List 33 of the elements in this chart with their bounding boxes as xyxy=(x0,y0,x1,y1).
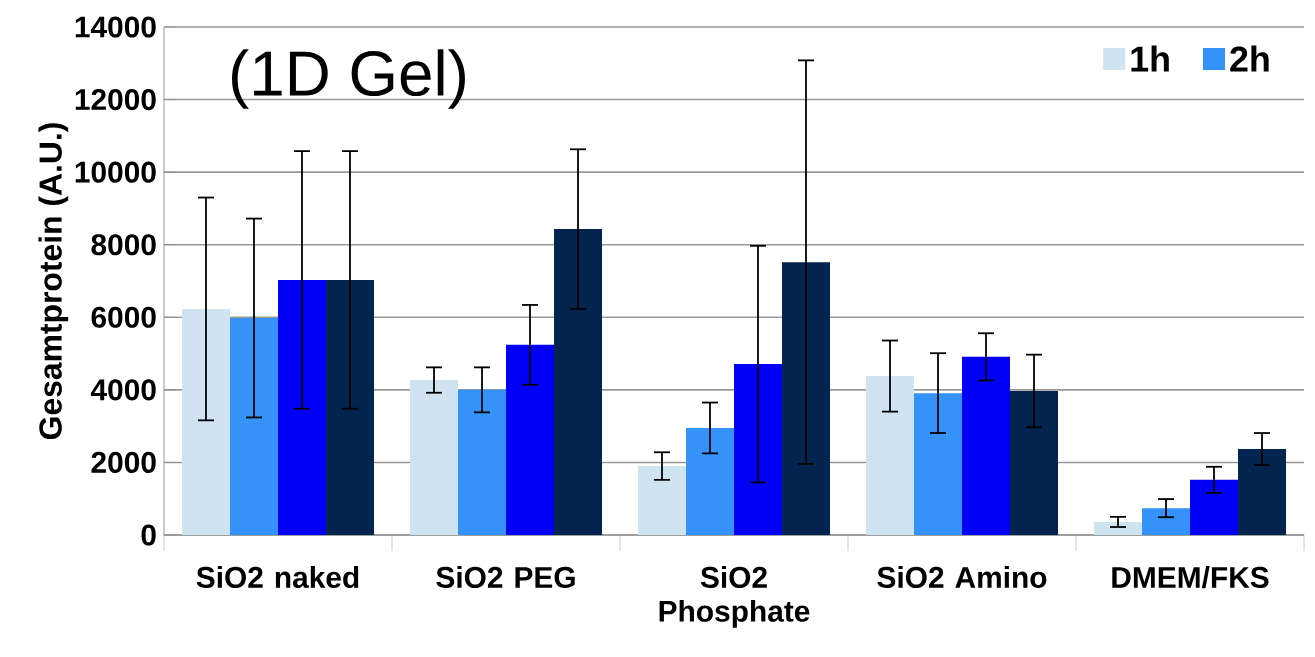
y-tick-label: 4000 xyxy=(90,379,156,401)
x-tick-label: SiO2 PEG xyxy=(436,566,575,588)
bar xyxy=(182,308,230,535)
bar xyxy=(1238,449,1287,535)
bar xyxy=(1190,479,1239,535)
x-tick-label: SiO2 Amino xyxy=(877,566,1047,588)
bar xyxy=(962,356,1011,535)
bar xyxy=(1142,508,1191,535)
bar xyxy=(230,318,278,535)
bar xyxy=(410,380,459,535)
bar xyxy=(866,376,915,535)
bar xyxy=(638,466,687,535)
y-tick-label: 10000 xyxy=(75,161,156,183)
bar xyxy=(554,229,603,535)
legend-label: 1h xyxy=(1131,45,1169,72)
bar xyxy=(686,427,735,535)
x-tick-label: SiO2 naked xyxy=(196,566,359,588)
y-tick-label: 8000 xyxy=(91,234,156,256)
y-tick-label: 2000 xyxy=(91,451,156,473)
bar xyxy=(1094,521,1143,535)
bar xyxy=(914,393,963,535)
bar xyxy=(1010,390,1059,535)
y-tick-label: 0 xyxy=(141,524,156,546)
legend-label: 2h xyxy=(1230,45,1269,72)
bar xyxy=(458,389,507,535)
annotation: (1D Gel) xyxy=(232,49,465,109)
y-axis-title: Gesamtprotein (A.U.) xyxy=(38,123,69,440)
y-tick-label: 12000 xyxy=(75,88,156,111)
y-tick-label: 14000 xyxy=(75,16,156,38)
x-tick-label: DMEM/FKS xyxy=(1112,566,1269,589)
y-tick-label: 6000 xyxy=(91,306,156,328)
bar xyxy=(506,344,555,535)
x-tick-label: SiO2 Phosphate xyxy=(659,566,810,628)
